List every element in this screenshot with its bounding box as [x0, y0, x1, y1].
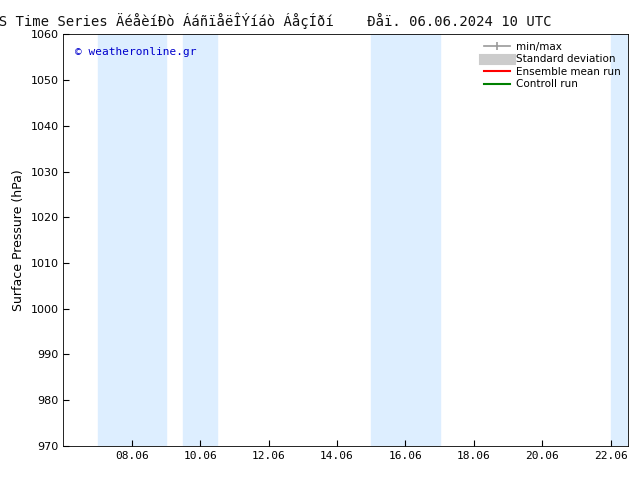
- Bar: [371, 34, 439, 446]
- Text: ENS Time Series ÄéåèíÐò ÁáñïåëÎÝíáò ÁåçÍðí    Đåï. 06.06.2024 10 UTC: ENS Time Series ÄéåèíÐò ÁáñïåëÎÝíáò ÁåçÍ…: [0, 12, 551, 29]
- Bar: [611, 34, 628, 446]
- Text: © weatheronline.gr: © weatheronline.gr: [75, 47, 196, 57]
- Legend: min/max, Standard deviation, Ensemble mean run, Controll run: min/max, Standard deviation, Ensemble me…: [482, 40, 623, 92]
- Bar: [183, 34, 217, 446]
- Bar: [98, 34, 166, 446]
- Y-axis label: Surface Pressure (hPa): Surface Pressure (hPa): [12, 169, 25, 311]
